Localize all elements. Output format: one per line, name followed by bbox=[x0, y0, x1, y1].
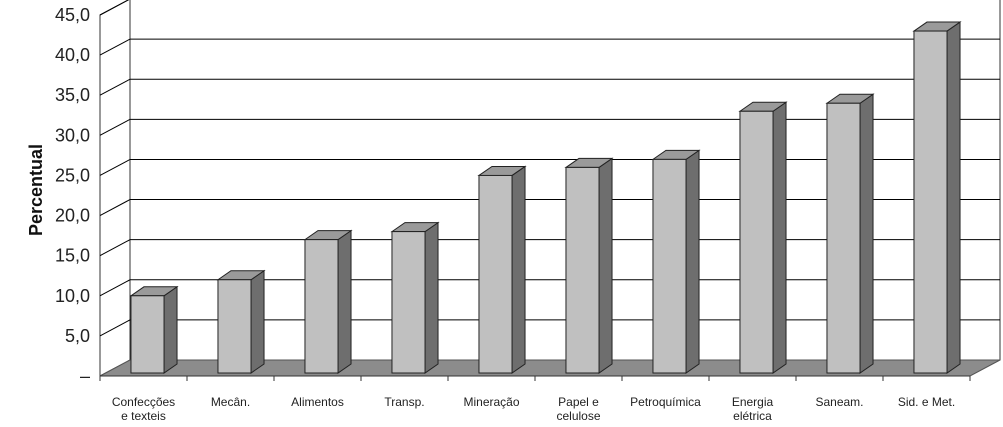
bar bbox=[129, 285, 179, 374]
gridline bbox=[99, 78, 1000, 96]
x-tick-labels: Confecções e texteis Mecân. Alimentos Transp… bbox=[99, 376, 971, 423]
y-tick-label: 25,0 bbox=[55, 165, 90, 185]
side-wall bbox=[99, 0, 131, 377]
x-tick-label-line: Papel e bbox=[558, 395, 599, 409]
y-tick-label: 45,0 bbox=[55, 5, 90, 25]
bar-side bbox=[598, 157, 613, 374]
bar bbox=[912, 21, 962, 374]
x-tick-label: Energia elétrica bbox=[732, 395, 774, 423]
x-tick-label: Mineração bbox=[463, 395, 519, 409]
y-tick-label: 30,0 bbox=[55, 125, 90, 145]
y-axis-label: Percentual bbox=[26, 144, 46, 236]
bar-side bbox=[250, 269, 265, 374]
y-tick-label: 5,0 bbox=[65, 326, 90, 346]
y-tick-label: 20,0 bbox=[55, 206, 90, 226]
bar-front bbox=[739, 110, 774, 374]
gridline bbox=[99, 158, 1000, 176]
x-tick-label: Alimentos bbox=[291, 395, 344, 409]
y-tick-labels: – 5,0 10,0 15,0 20,0 25,0 30,0 35,0 40,0 45,0 bbox=[55, 5, 90, 386]
x-tick-label: Papel e celulose bbox=[556, 395, 600, 423]
bar bbox=[390, 221, 440, 374]
x-tick-label-line: Petroquímica bbox=[630, 395, 701, 409]
bar-side bbox=[685, 149, 700, 374]
bar-side bbox=[946, 21, 961, 374]
bar-side bbox=[337, 229, 352, 374]
x-tick-label-line: Alimentos bbox=[291, 395, 344, 409]
bar-side bbox=[163, 285, 178, 374]
y-tick-label: 15,0 bbox=[55, 246, 90, 266]
x-tick-label-line: Transp. bbox=[384, 395, 424, 409]
gridline bbox=[99, 279, 1000, 297]
gridline bbox=[99, 0, 130, 16]
x-tick-label-line: Mecân. bbox=[211, 395, 250, 409]
gridline bbox=[99, 199, 1000, 216]
y-tick-label: 40,0 bbox=[55, 45, 90, 65]
x-tick-label-line: Sid. e Met. bbox=[898, 395, 955, 409]
bar bbox=[477, 165, 527, 374]
bar-side bbox=[859, 93, 874, 374]
bar-front bbox=[130, 295, 165, 374]
x-tick-label-line: Energia bbox=[732, 395, 774, 409]
x-tick-label: Mecân. bbox=[211, 395, 250, 409]
bar bbox=[564, 157, 614, 374]
x-tick-label: Transp. bbox=[384, 395, 424, 409]
gridline bbox=[99, 319, 1000, 337]
gridline bbox=[99, 118, 1000, 136]
bar-front bbox=[913, 30, 948, 374]
bar-front bbox=[304, 239, 339, 374]
bars bbox=[129, 21, 962, 374]
bar-front bbox=[217, 279, 252, 374]
x-tick-label-line: Saneam. bbox=[815, 395, 863, 409]
bar-front bbox=[652, 158, 687, 374]
gridline bbox=[99, 38, 1000, 56]
bar-front bbox=[391, 231, 426, 374]
x-tick-label: Confecções e texteis bbox=[112, 395, 175, 423]
gridlines bbox=[99, 0, 1000, 337]
y-tick-label: – bbox=[80, 366, 90, 386]
x-tick-label-line: celulose bbox=[556, 409, 600, 423]
x-tick-label-line: elétrica bbox=[733, 409, 772, 423]
x-tick-label: Petroquímica bbox=[630, 395, 701, 409]
bar bbox=[216, 269, 266, 374]
bar bbox=[303, 229, 353, 374]
x-tick-label: Saneam. bbox=[815, 395, 863, 409]
gridline bbox=[99, 239, 1000, 257]
x-tick-label-line: e texteis bbox=[121, 409, 166, 423]
x-tick-label: Sid. e Met. bbox=[898, 395, 955, 409]
bar-side bbox=[772, 101, 787, 374]
bar-side bbox=[511, 165, 526, 374]
bar-front bbox=[826, 102, 861, 374]
x-tick-label-line: Confecções bbox=[112, 395, 175, 409]
bar-side bbox=[424, 221, 439, 374]
y-tick-label: 10,0 bbox=[55, 286, 90, 306]
y-tick-label: 35,0 bbox=[55, 85, 90, 105]
x-tick-label-line: Mineração bbox=[463, 395, 519, 409]
bar-front bbox=[478, 174, 513, 374]
bar bbox=[738, 101, 788, 374]
bar bbox=[651, 149, 701, 374]
bar bbox=[825, 93, 875, 374]
bar-front bbox=[565, 166, 600, 374]
